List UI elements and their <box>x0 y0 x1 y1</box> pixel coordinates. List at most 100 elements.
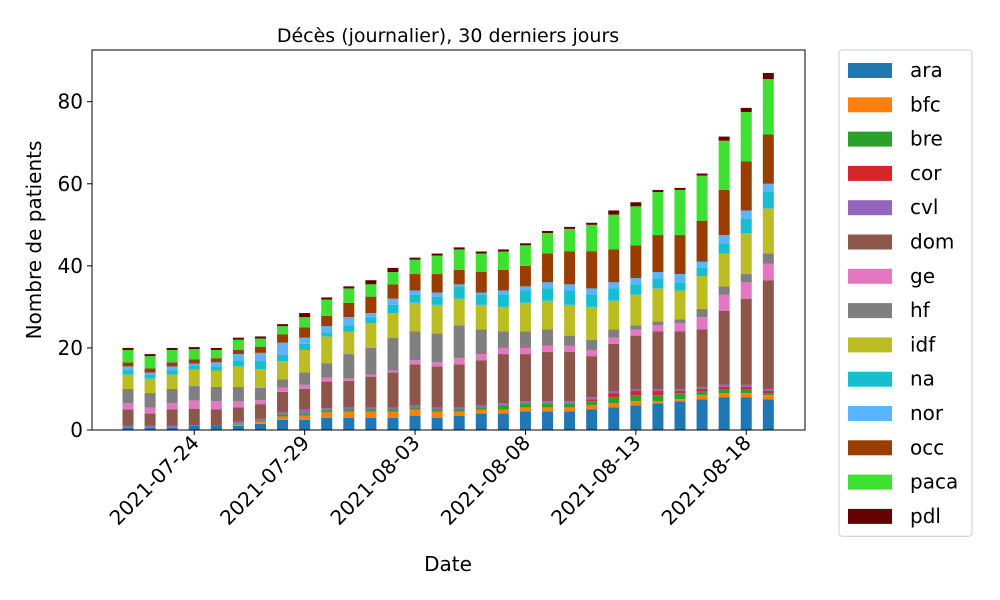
bar-segment <box>166 425 178 428</box>
bar-segment <box>453 411 465 416</box>
bar-segment <box>166 366 178 371</box>
bar-segment <box>321 299 333 316</box>
bar-segment <box>144 393 156 408</box>
bar-segment <box>564 411 576 430</box>
bar-segment <box>431 292 443 297</box>
bar-segment <box>718 310 730 385</box>
bar-segment <box>586 409 598 430</box>
bar-segment <box>718 384 730 387</box>
bar-segment <box>321 315 333 327</box>
bar-segment <box>365 347 377 375</box>
bar-segment <box>564 251 576 285</box>
bar-segment <box>497 251 509 270</box>
bar-segment <box>166 349 178 363</box>
bar-segment <box>740 282 752 299</box>
bar-segment <box>564 335 576 346</box>
bar-segment <box>630 395 642 402</box>
bar-segment <box>321 408 333 411</box>
bar-segment <box>210 409 222 426</box>
x-tick-label: 2021-08-03 <box>325 431 424 530</box>
bar-segment <box>232 423 244 425</box>
legend-swatch <box>848 303 892 319</box>
bar-segment <box>740 274 752 283</box>
bar-segment <box>431 362 443 367</box>
bar-segment <box>144 368 156 373</box>
legend-label: cor <box>910 161 942 185</box>
bar-segment <box>740 233 752 275</box>
bar-segment <box>718 243 730 254</box>
bar-segment <box>409 415 421 430</box>
bar-segment <box>652 331 664 389</box>
bar-segment <box>409 409 421 416</box>
bar-segment <box>519 265 531 287</box>
bar-segment <box>696 175 708 221</box>
bar-segment <box>652 325 664 332</box>
legend-swatch <box>848 474 892 490</box>
legend-label: hf <box>910 298 931 322</box>
bar-segment <box>232 401 244 408</box>
bar-segment <box>652 189 664 192</box>
bar-segment <box>718 140 730 190</box>
bar-segment <box>122 374 134 389</box>
y-tick-label: 60 <box>58 172 83 196</box>
bar-segment <box>519 403 531 408</box>
bar-segment <box>232 366 244 387</box>
bar-segment <box>696 173 708 176</box>
legend-label: paca <box>910 470 958 494</box>
legend-swatch <box>848 131 892 147</box>
bar-segment <box>519 286 531 291</box>
bar-segment <box>652 403 664 430</box>
bar-segment <box>497 413 509 430</box>
bar-segment <box>299 413 311 416</box>
bar-segment <box>762 79 774 135</box>
bar-segment <box>453 364 465 408</box>
bar-segment <box>254 338 266 347</box>
bar-segment <box>453 269 465 285</box>
bar-segment <box>254 336 266 339</box>
bar-segment <box>122 388 134 404</box>
bar-segment <box>740 298 752 385</box>
bar-segment <box>122 362 134 367</box>
bar-segment <box>475 292 487 295</box>
bar-segment <box>564 401 576 404</box>
bar-segment <box>166 427 178 428</box>
bar-segment <box>365 323 377 348</box>
bar-segment <box>564 403 576 408</box>
bar-segment <box>564 407 576 412</box>
bar-segment <box>475 253 487 273</box>
bar-segment <box>718 294 730 311</box>
bar-segment <box>431 296 443 305</box>
bar-segment <box>321 410 333 413</box>
bar-segment <box>696 391 708 396</box>
bar-segment <box>409 405 421 408</box>
bar-segment <box>365 374 377 377</box>
legend-swatch <box>848 440 892 456</box>
bar-segment <box>564 290 576 305</box>
bar-segment <box>299 343 311 350</box>
bar-segment <box>630 278 642 285</box>
bar-segment <box>519 302 531 332</box>
bar-segment <box>608 343 620 392</box>
legend-swatch <box>848 406 892 421</box>
bar-segment <box>497 347 509 355</box>
bar-segment <box>122 370 134 375</box>
bar-segment <box>122 427 134 430</box>
bar-segment <box>365 317 377 324</box>
bar-segment <box>409 302 421 332</box>
bar-segment <box>188 365 200 370</box>
bar-segment <box>299 337 311 344</box>
bar-segment <box>409 290 421 295</box>
bar-segment <box>586 349 598 357</box>
bar-segment <box>365 280 377 285</box>
bar-segment <box>409 257 421 260</box>
bar-segment <box>586 222 598 225</box>
bar-segment <box>674 399 686 402</box>
bar-segment <box>718 393 730 398</box>
bar-segment <box>232 386 244 402</box>
bar-segment <box>542 407 554 412</box>
bar-segment <box>630 206 642 246</box>
bar-segment <box>608 282 620 289</box>
legend-swatch <box>848 63 892 78</box>
legend-swatch <box>848 165 892 181</box>
legend-swatch <box>848 234 892 250</box>
